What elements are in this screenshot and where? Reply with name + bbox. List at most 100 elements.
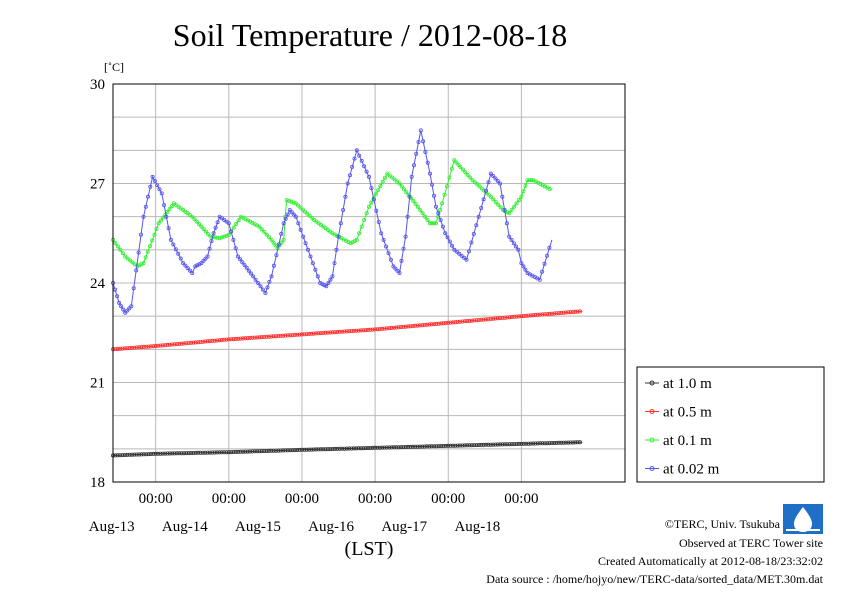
series-point: [436, 444, 441, 449]
series-point: [257, 224, 262, 229]
series-point: [284, 198, 289, 203]
series-point: [447, 239, 452, 244]
series-point: [479, 442, 484, 447]
x-tick-date-label: Aug-15: [235, 519, 281, 535]
series-point: [212, 450, 217, 455]
series-line: [112, 130, 553, 314]
series-point: [465, 172, 470, 177]
x-tick-time-label: 00:00: [212, 491, 246, 507]
series-point: [411, 163, 416, 168]
series-point: [401, 246, 406, 251]
series-point: [115, 346, 120, 351]
series-point: [120, 346, 125, 351]
series-point: [521, 441, 526, 446]
series-point: [384, 326, 389, 331]
series-point: [229, 337, 234, 342]
series-point: [516, 198, 521, 203]
series-point: [160, 451, 165, 456]
series-point: [351, 446, 356, 451]
series-point: [362, 217, 367, 222]
series-point: [295, 447, 300, 452]
series-point: [292, 448, 297, 453]
series-point: [368, 445, 373, 450]
series-point: [375, 327, 380, 332]
series-point: [203, 450, 208, 455]
series-point: [521, 189, 526, 194]
series-point: [148, 451, 153, 456]
series-point: [177, 451, 182, 456]
series-point: [151, 344, 156, 349]
series-point: [273, 448, 278, 453]
series-point: [120, 453, 125, 458]
series-point: [516, 247, 521, 252]
series-point: [201, 227, 206, 232]
series-point: [336, 234, 341, 239]
series-point: [286, 198, 291, 203]
series-point: [408, 444, 413, 449]
series-point: [342, 446, 347, 451]
series-point: [519, 261, 524, 266]
series-point: [127, 306, 132, 311]
series-point: [271, 334, 276, 339]
series-point: [377, 326, 382, 331]
series-point: [215, 235, 220, 240]
series-point: [256, 280, 261, 285]
series-point: [568, 310, 573, 315]
series-point: [139, 452, 144, 457]
series-point: [132, 452, 137, 457]
series-point: [238, 449, 243, 454]
series-point: [121, 307, 126, 312]
series-point: [407, 194, 412, 199]
series-point: [299, 447, 304, 452]
series-point: [476, 317, 481, 322]
series-point: [571, 309, 576, 314]
series-point: [279, 240, 284, 245]
series-point: [453, 320, 458, 325]
series-point: [296, 221, 301, 226]
series-point: [509, 314, 514, 319]
series-point: [310, 261, 315, 266]
x-tick-date-label: Aug-16: [308, 519, 354, 535]
x-axis-label: (LST): [345, 538, 394, 560]
series-point: [443, 231, 448, 236]
series-point: [191, 340, 196, 345]
series-point: [465, 443, 470, 448]
series-point: [196, 340, 201, 345]
series-point: [457, 251, 462, 256]
series-point: [281, 237, 286, 242]
y-tick-label: 24: [90, 276, 106, 292]
series-point: [184, 451, 189, 456]
x-tick-date-label: Aug-14: [162, 519, 208, 535]
series-point: [535, 441, 540, 446]
series-point: [192, 217, 197, 222]
series-point: [370, 445, 375, 450]
series-point: [429, 182, 434, 187]
series-point: [152, 178, 157, 183]
series-point: [277, 243, 282, 248]
series-point: [224, 233, 229, 238]
series-point: [391, 445, 396, 450]
series-point: [432, 322, 437, 327]
series-point: [354, 148, 359, 153]
series-point: [406, 324, 411, 329]
series-point: [219, 235, 224, 240]
series-point: [120, 251, 125, 256]
series-point: [498, 316, 503, 321]
series-point: [545, 312, 550, 317]
series-point: [269, 334, 274, 339]
series-point: [472, 318, 477, 323]
series-point: [172, 451, 177, 456]
series-point: [253, 277, 258, 282]
series-point: [448, 320, 453, 325]
series-point: [245, 449, 250, 454]
series-point: [422, 444, 427, 449]
series-point: [210, 450, 215, 455]
legend-item: at 0.02 m: [645, 462, 720, 478]
series-point: [219, 337, 224, 342]
series-point: [571, 440, 576, 445]
series-point: [123, 310, 128, 315]
series-point: [566, 310, 571, 315]
series-point: [486, 442, 491, 447]
series-point: [129, 304, 134, 309]
series-point: [113, 347, 118, 352]
